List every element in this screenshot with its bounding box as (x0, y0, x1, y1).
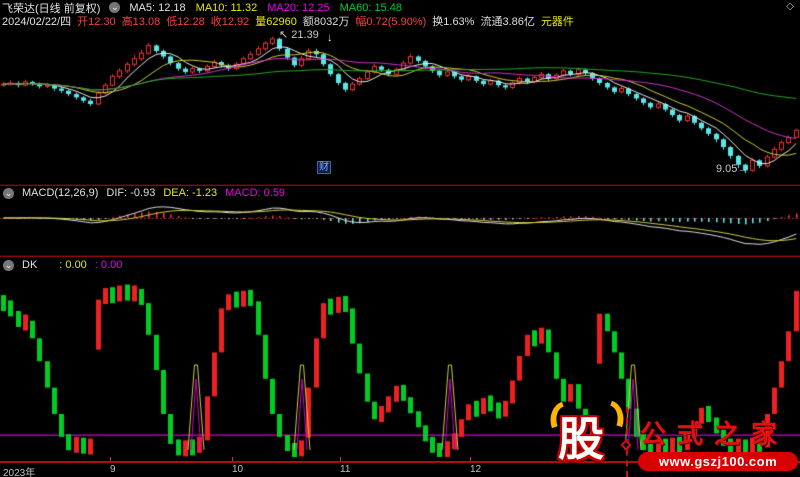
collapse-macd-panel-icon[interactable]: ⌄ (3, 187, 14, 199)
axis-label-2: 10 (232, 464, 244, 475)
quote-field-8: 流通3.86亿 (480, 15, 535, 28)
dk-indicator-chart[interactable] (0, 257, 800, 461)
event-arrow-icon: ↓ (327, 32, 333, 44)
panel-separator-2 (0, 255, 800, 257)
quote-field-3: 收12.92 (210, 15, 250, 28)
panel-separator-1 (0, 184, 800, 186)
watermark-url[interactable]: www.gszj100.com (638, 452, 798, 471)
quote-field-2: 低12.28 (166, 15, 205, 28)
macd-title: MACD(12,26,9) (22, 187, 99, 199)
axis-tick-0 (110, 457, 111, 461)
watermark-brand: 公式之家 (640, 420, 789, 449)
quote-field-6: 幅0.72(5.90%) (355, 15, 427, 28)
dk-header: ⌄ DK : 0.00 : 0.00 (3, 259, 122, 271)
quote-field-4: 量62960 (255, 15, 297, 28)
axis-tick-2 (340, 457, 341, 461)
quote-bar: 2024/02/22/四 开12.30 高13.08 低12.28 收12.92 量62… (2, 13, 574, 29)
macd-dif-value: DIF: -0.93 (106, 187, 156, 199)
macd-chart[interactable] (0, 186, 800, 255)
low-price-label: 9.05→ (716, 163, 749, 175)
title-bar: 飞荣达(日线 前复权) ⌄ MA5: 12.18 MA10: 11.32 MA20:… (2, 1, 402, 15)
dk-value-2: : 0.00 (94, 259, 123, 271)
collapse-main-panel-icon[interactable]: ⌄ (109, 2, 121, 13)
axis-label-1: 9 (110, 464, 116, 475)
axis-labels: 2023年 9 10 11 12 (0, 464, 800, 477)
quote-date: 2024/02/22/四 (2, 15, 72, 28)
stock-title: 飞荣达(日线 前复权) (2, 2, 101, 15)
candlestick-chart[interactable] (0, 26, 800, 184)
quote-field-1: 高13.08 (121, 15, 161, 28)
macd-hist-value: MACD: 0.59 (225, 187, 286, 199)
axis-label-4: 12 (470, 464, 482, 475)
time-axis[interactable] (0, 461, 800, 463)
ma-label-1: MA10: 11.32 (195, 1, 258, 14)
axis-tick-1 (232, 457, 233, 461)
quote-field-9: 元器件 (540, 15, 574, 28)
ma-label-0: MA5: 12.18 (129, 1, 186, 14)
dk-value-1: : 0.00 (59, 259, 87, 271)
macd-dea-value: DEA: -1.23 (163, 187, 218, 199)
quote-field-5: 额8032万 (302, 15, 350, 28)
watermark-gu-logo: 股 (558, 414, 604, 465)
quote-field-0: 开12.30 (77, 15, 116, 28)
axis-tick-4 (583, 457, 584, 461)
axis-tick-3 (470, 457, 471, 461)
axis-label-0: 2023年 (3, 468, 36, 477)
ma-label-3: MA60: 15.48 (339, 1, 402, 14)
ma-legend: MA5: 12.18 MA10: 11.32 MA20: 12.25 MA60: 15… (129, 2, 402, 14)
macd-header: ⌄ MACD(12,26,9) DIF: -0.93 DEA: -1.23 MA… (3, 187, 285, 199)
corner-diamond-icon[interactable]: ◇ (786, 1, 794, 12)
high-price-label: ↖ 21.39 (279, 29, 319, 41)
collapse-dk-panel-icon[interactable]: ⌄ (3, 259, 14, 271)
ma-label-2: MA20: 12.25 (267, 1, 330, 14)
dk-title: DK (22, 259, 38, 271)
axis-label-3: 11 (340, 464, 351, 475)
news-marker[interactable]: 财 (317, 161, 331, 174)
quote-fields: 开12.30 高13.08 低12.28 收12.92 量62960 额8032万 幅0.7… (77, 13, 574, 29)
quote-field-7: 换1.63% (432, 15, 475, 28)
